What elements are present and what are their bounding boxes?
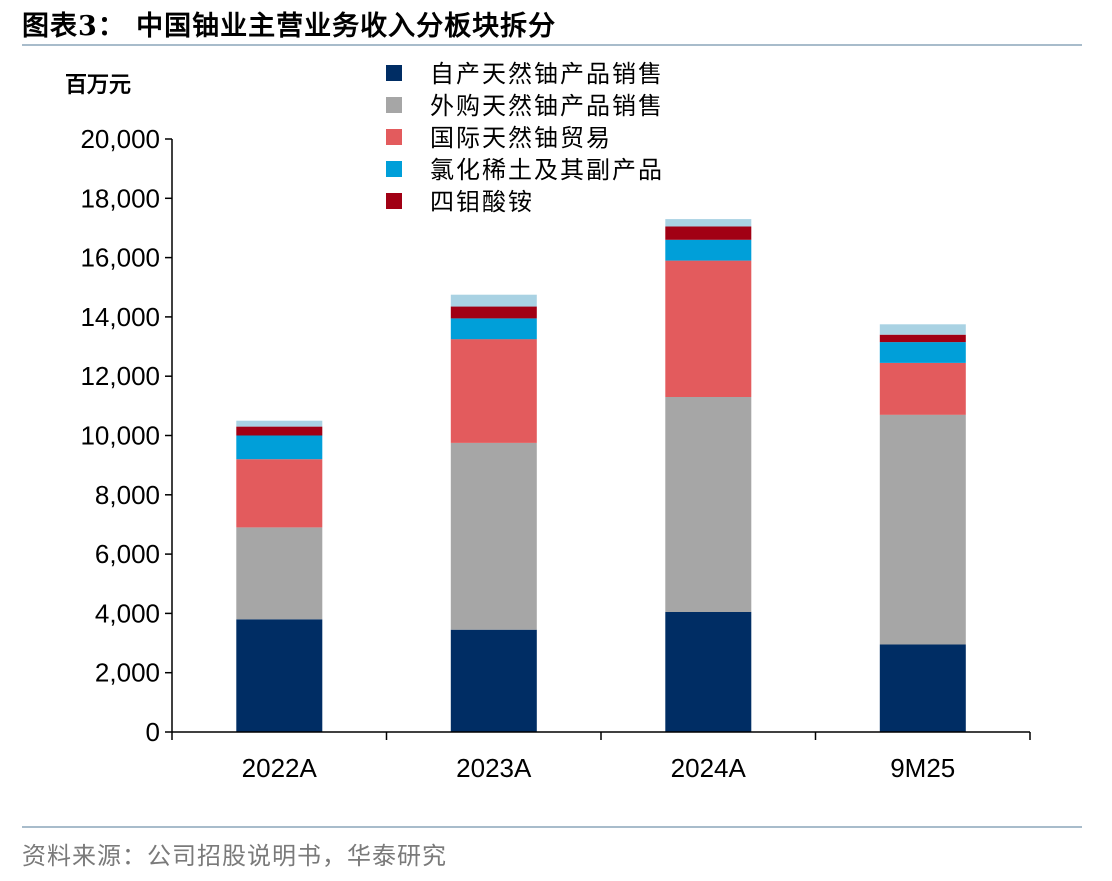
y-tick-label: 8,000 (95, 480, 160, 510)
bar-segment-2024A-series-5 (665, 226, 752, 240)
legend-label: 国际天然铀贸易 (430, 124, 612, 152)
bar-segment-2022A-series-3 (236, 459, 323, 528)
title-divider (22, 44, 1082, 46)
x-tick-label: 9M25 (890, 753, 955, 783)
y-tick-label: 10,000 (80, 421, 160, 451)
stacked-bar-chart: 百万元 自产天然铀产品销售外购天然铀产品销售国际天然铀贸易氯化稀土及其副产品四钼… (65, 60, 1031, 783)
legend-label: 自产天然铀产品销售 (430, 60, 664, 88)
y-axis: 0 2,000 4,000 6,000 8,000 10,000 12,000 14,000 1… (80, 124, 173, 747)
x-tick-label: 2022A (242, 753, 318, 783)
legend-label: 四钼酸铵 (430, 188, 534, 216)
y-tick-label: 6,000 (95, 539, 160, 569)
bar-segment-2024A-series-3 (665, 260, 752, 397)
figure-title: 图表3： 中国铀业主营业务收入分板块拆分 (22, 11, 557, 42)
y-tick-label: 18,000 (80, 183, 160, 213)
x-tick-label: 2024A (671, 753, 747, 783)
x-tick-label: 2023A (456, 753, 532, 783)
legend-label: 外购天然铀产品销售 (430, 92, 664, 120)
bar-segment-9M25-series-5 (879, 334, 966, 343)
bar-segment-9M25-series-1 (879, 644, 966, 732)
bar-segment-2024A-series-1 (665, 611, 752, 732)
y-tick-label: 14,000 (80, 302, 160, 332)
bar-segment-2022A-series-2 (236, 527, 323, 620)
legend-label: 氯化稀土及其副产品 (430, 156, 664, 184)
y-axis-unit-label: 百万元 (65, 73, 131, 98)
bar-segment-9M25-series-3 (879, 362, 966, 415)
legend-swatch (386, 65, 402, 81)
bar-segment-2023A-series-2 (450, 442, 537, 630)
bar-segment-2023A-series-5 (450, 306, 537, 319)
legend-swatch (386, 193, 402, 209)
legend-swatch (386, 97, 402, 113)
bar-segment-9M25-series-4 (879, 342, 966, 363)
y-tick-label: 4,000 (95, 598, 160, 628)
y-tick-label: 0 (146, 717, 160, 747)
bar-segment-2022A-series-4 (236, 435, 323, 460)
bar-segment-2023A-series-4 (450, 318, 537, 340)
bars (236, 219, 966, 732)
y-tick-label: 20,000 (80, 124, 160, 154)
bar-segment-2024A-series-6 (665, 219, 752, 227)
bar-segment-2024A-series-2 (665, 397, 752, 612)
source-note: 资料来源：公司招股说明书，华泰研究 (22, 842, 447, 870)
bar-segment-2022A-series-6 (236, 420, 323, 427)
bar-segment-2023A-series-1 (450, 629, 537, 732)
bar-segment-2024A-series-4 (665, 239, 752, 261)
x-axis: 2022A 2023A 2024A 9M25 (171, 731, 1031, 783)
y-tick-label: 16,000 (80, 243, 160, 273)
bar-segment-9M25-series-2 (879, 414, 966, 645)
bar-segment-2022A-series-5 (236, 426, 323, 436)
source-divider (22, 826, 1082, 828)
legend-swatch (386, 129, 402, 145)
bar-segment-2022A-series-1 (236, 619, 323, 732)
bar-segment-9M25-series-6 (879, 324, 966, 335)
legend-swatch (386, 161, 402, 177)
y-tick-label: 2,000 (95, 658, 160, 688)
y-tick-label: 12,000 (80, 361, 160, 391)
bar-segment-2023A-series-3 (450, 339, 537, 443)
bar-segment-2023A-series-6 (450, 294, 537, 307)
